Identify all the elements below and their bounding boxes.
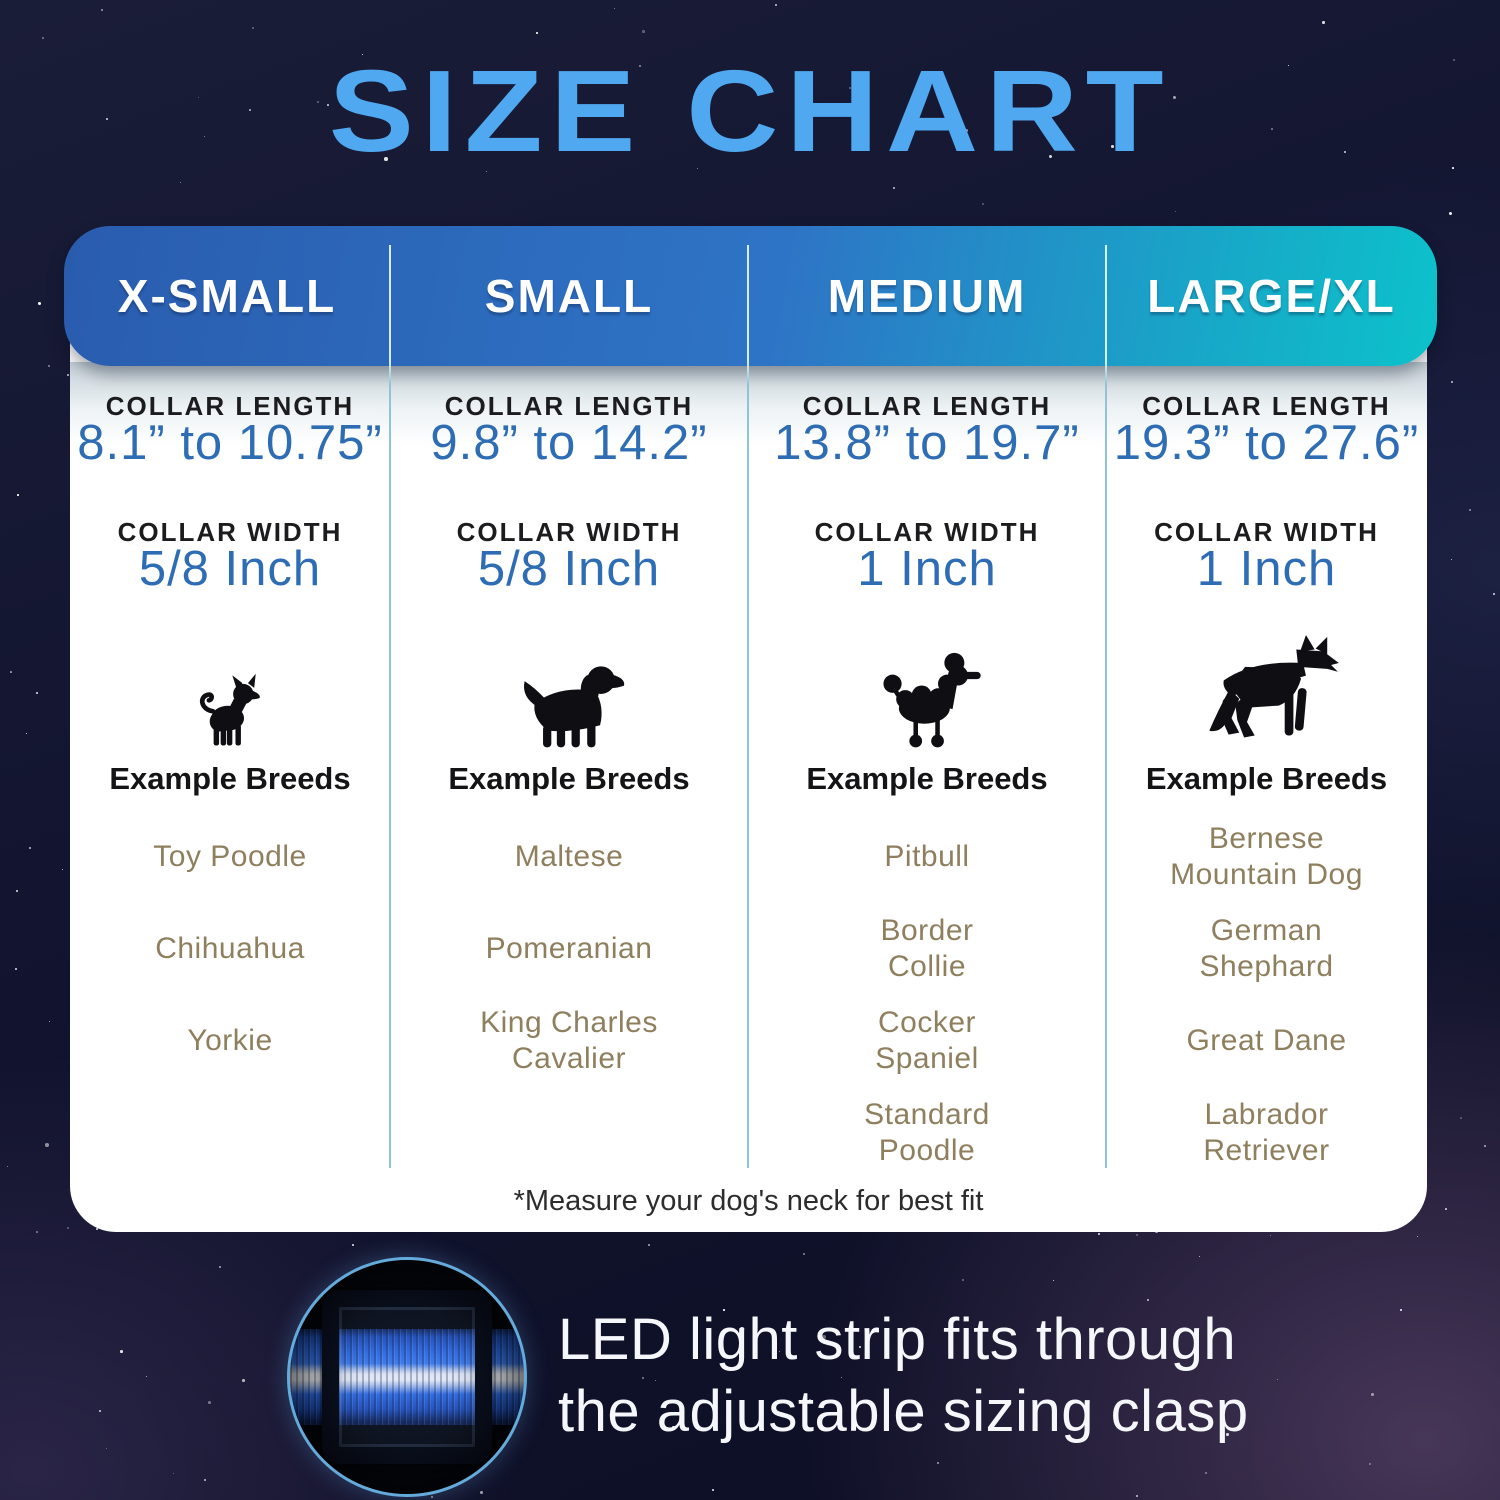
measure-footnote: *Measure your dog's neck for best fit xyxy=(513,1185,984,1217)
dog-icon-box xyxy=(70,615,390,751)
breed-item: Maltese xyxy=(514,840,624,873)
collar-width-value: 5/8 Inch xyxy=(477,542,661,596)
breed-list: Bernese Mountain Dog German Shephard Gre… xyxy=(1106,811,1427,1179)
breed-item: Toy Poodle xyxy=(153,840,307,873)
example-breeds-label: Example Breeds xyxy=(109,761,351,796)
collar-length-label: COLLAR LENGTH xyxy=(444,391,694,421)
breed-item: Cocker Spaniel xyxy=(875,1006,979,1075)
size-column-small: COLLAR LENGTH 9.8” to 14.2” COLLAR WIDTH… xyxy=(390,365,748,1232)
size-header-small: SMALL xyxy=(484,270,654,322)
breed-item: Labrador Retriever xyxy=(1203,1098,1330,1167)
led-note-line2: the adjustable sizing clasp xyxy=(558,1379,1249,1444)
collar-length-value: 9.8” to 14.2” xyxy=(430,416,708,470)
size-header-xsmall: X-SMALL xyxy=(117,270,337,322)
breed-list: Pitbull Border Collie Cocker Spaniel Sta… xyxy=(748,811,1106,1179)
collar-length-value: 19.3” to 27.6” xyxy=(1113,416,1420,470)
breed-item: Border Collie xyxy=(880,914,974,983)
collar-width-value: 1 Inch xyxy=(857,542,997,596)
led-note-line1: LED light strip fits through xyxy=(558,1307,1237,1372)
collar-clasp-photo xyxy=(287,1257,527,1497)
size-header-largexl: LARGE/XL xyxy=(1147,270,1396,322)
breed-item: German Shephard xyxy=(1199,914,1334,983)
column-divider xyxy=(1105,245,1107,1168)
dog-icon-box xyxy=(748,615,1106,751)
size-column-largexl: COLLAR LENGTH 19.3” to 27.6” COLLAR WIDT… xyxy=(1106,365,1427,1232)
breed-item: Yorkie xyxy=(187,1024,273,1057)
led-note: LED light strip fits through the adjusta… xyxy=(558,1304,1249,1448)
collar-length-label: COLLAR LENGTH xyxy=(1142,391,1391,421)
example-breeds-label: Example Breeds xyxy=(448,761,690,796)
size-column-medium: COLLAR LENGTH 13.8” to 19.7” COLLAR WIDT… xyxy=(748,365,1106,1232)
breed-list: Toy Poodle Chihuahua Yorkie xyxy=(70,811,390,1087)
collar-length-value: 13.8” to 19.7” xyxy=(774,416,1080,470)
poodle-silhouette-icon xyxy=(883,652,981,748)
size-header-medium: MEDIUM xyxy=(827,270,1027,322)
collar-width-label: COLLAR WIDTH xyxy=(117,517,343,547)
column-divider xyxy=(747,245,749,1168)
breed-item: Bernese Mountain Dog xyxy=(1170,822,1363,891)
collar-width-label: COLLAR WIDTH xyxy=(1154,517,1379,547)
sizing-clasp-image xyxy=(322,1290,492,1464)
breed-list: Maltese Pomeranian King Charles Cavalier xyxy=(390,811,748,1087)
german-shepherd-silhouette-icon xyxy=(1209,635,1339,738)
breed-item: Great Dane xyxy=(1186,1024,1347,1057)
dog-icon-box xyxy=(1106,615,1427,751)
collar-length-value: 8.1” to 10.75” xyxy=(77,416,383,470)
collar-width-value: 1 Inch xyxy=(1196,542,1337,596)
cavalier-spaniel-silhouette-icon xyxy=(524,666,625,748)
column-divider xyxy=(389,245,391,1168)
chihuahua-silhouette-icon xyxy=(199,673,260,746)
collar-length-label: COLLAR LENGTH xyxy=(802,391,1052,421)
breed-item: Pitbull xyxy=(884,840,970,873)
example-breeds-label: Example Breeds xyxy=(806,761,1048,796)
breed-item: King Charles Cavalier xyxy=(480,1006,658,1075)
photo-vignette xyxy=(290,1260,524,1494)
collar-width-label: COLLAR WIDTH xyxy=(814,517,1040,547)
collar-width-label: COLLAR WIDTH xyxy=(456,517,682,547)
collar-width-value: 5/8 Inch xyxy=(138,542,322,596)
size-table-header: X-SMALL SMALL MEDIUM LARGE/XL xyxy=(64,226,1437,366)
dog-icon-box xyxy=(390,615,748,751)
page-title: SIZE CHART xyxy=(328,46,1172,176)
example-breeds-label: Example Breeds xyxy=(1145,761,1388,796)
breed-item: Standard Poodle xyxy=(864,1098,990,1167)
size-column-xsmall: COLLAR LENGTH 8.1” to 10.75” COLLAR WIDT… xyxy=(70,365,390,1232)
breed-item: Chihuahua xyxy=(155,932,305,965)
breed-item: Pomeranian xyxy=(485,932,653,965)
collar-length-label: COLLAR LENGTH xyxy=(105,391,355,421)
